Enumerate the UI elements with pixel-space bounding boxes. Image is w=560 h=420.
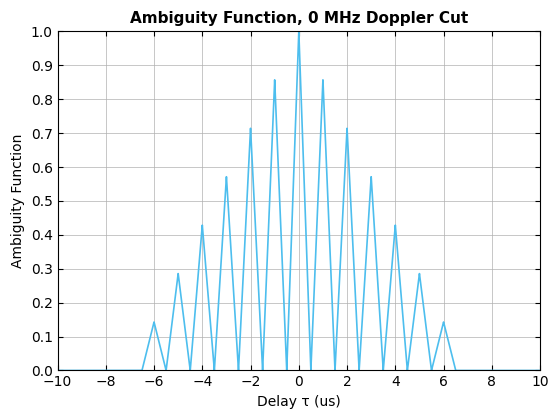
X-axis label: Delay τ (us): Delay τ (us) — [257, 395, 340, 409]
Title: Ambiguity Function, 0 MHz Doppler Cut: Ambiguity Function, 0 MHz Doppler Cut — [130, 11, 468, 26]
Y-axis label: Ambiguity Function: Ambiguity Function — [11, 134, 25, 268]
